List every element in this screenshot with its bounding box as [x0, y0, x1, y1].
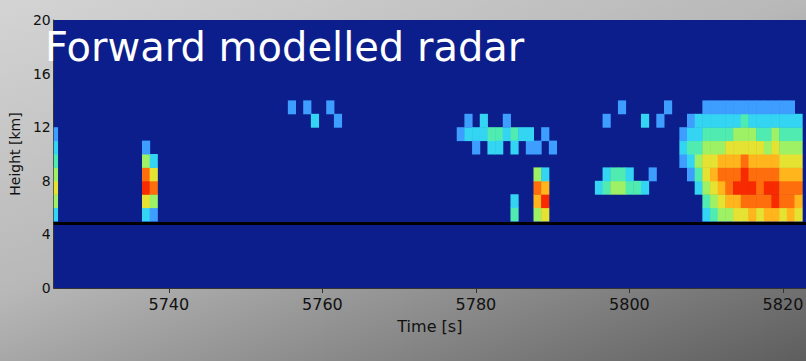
svg-text:12: 12: [33, 119, 51, 135]
svg-text:Time [s]: Time [s]: [396, 317, 462, 336]
svg-text:16: 16: [32, 65, 51, 82]
svg-text:0: 0: [42, 280, 51, 296]
svg-text:Height [km]: Height [km]: [7, 112, 23, 195]
svg-text:5820: 5820: [763, 295, 804, 314]
svg-text:Forward modelled radar: Forward modelled radar: [45, 24, 525, 70]
svg-text:8: 8: [42, 173, 51, 189]
svg-text:4: 4: [42, 226, 51, 242]
svg-text:20: 20: [32, 12, 51, 28]
svg-text:5780: 5780: [456, 295, 497, 314]
svg-text:5800: 5800: [609, 295, 650, 314]
svg-text:5740: 5740: [149, 295, 190, 314]
svg-text:5760: 5760: [302, 295, 343, 314]
